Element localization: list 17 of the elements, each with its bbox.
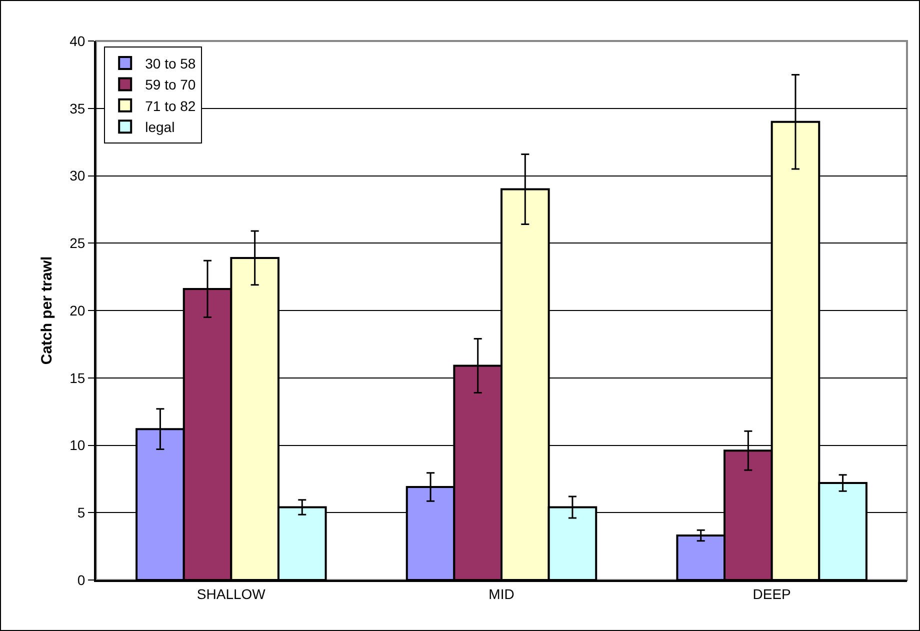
legend-label: 59 to 70 xyxy=(145,76,196,93)
y-tick-label: 30 xyxy=(70,168,86,184)
y-tick-label: 25 xyxy=(70,235,86,252)
y-tick-label: 40 xyxy=(70,32,86,49)
y-tick-label: 5 xyxy=(77,504,86,521)
y-tick-label: 0 xyxy=(77,572,86,588)
legend-label: legal xyxy=(145,119,175,136)
y-tick-label: 35 xyxy=(70,100,86,116)
y-axis-title: Catch per trawl xyxy=(38,256,56,365)
x-tick-label: SHALLOW xyxy=(196,586,266,602)
x-tick-label: MID xyxy=(488,586,514,602)
y-tick-label: 20 xyxy=(70,302,86,318)
x-tick-label: DEEP xyxy=(752,586,791,602)
y-tick-label: 10 xyxy=(70,437,86,454)
y-tick-label: 15 xyxy=(70,370,86,386)
legend-label: 71 to 82 xyxy=(145,98,196,114)
legend-label: 30 to 58 xyxy=(145,55,196,72)
